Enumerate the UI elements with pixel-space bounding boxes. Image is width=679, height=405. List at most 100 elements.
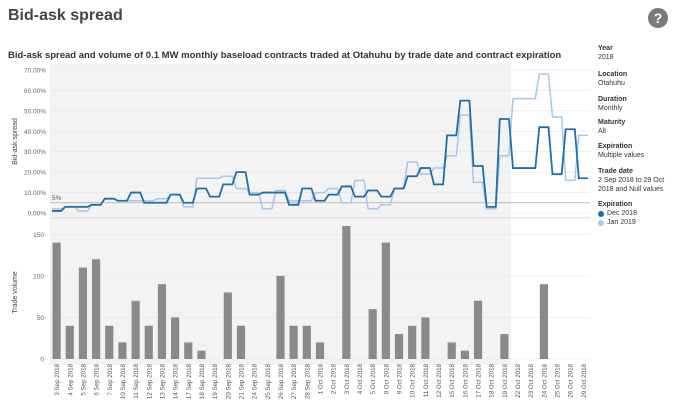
bar (184, 342, 193, 359)
legend-swatch (598, 210, 604, 217)
x-tick-label: 25 Sep 2018 (265, 363, 272, 399)
x-tick-label: 22 Oct 2018 (515, 363, 522, 397)
bar (171, 317, 180, 359)
y-tick-label: 150 (33, 232, 44, 239)
legend-label: Jan 2019 (607, 219, 636, 226)
bar (447, 342, 456, 359)
bar (118, 342, 127, 359)
question-circle-icon[interactable]: ? (648, 8, 668, 28)
x-tick-label: 14 Sep 2018 (173, 363, 180, 399)
legend-label: Dec 2018 (607, 210, 637, 217)
y-tick-label: 0.00% (28, 211, 47, 218)
x-tick-label: 8 Oct 2018 (383, 363, 390, 394)
filter-label: Location (598, 71, 628, 78)
filter-value: 2 Sep 2018 to 29 Oct 2018 and Null value… (598, 177, 665, 193)
bar (302, 325, 311, 359)
x-tick-label: 13 Sep 2018 (159, 363, 166, 399)
x-tick-label: 7 Sep 2018 (107, 363, 114, 395)
bar (197, 350, 206, 359)
filter-value: Multiple values (598, 152, 645, 159)
filter-label: Trade date (598, 168, 634, 175)
bar (78, 267, 88, 359)
chart-title: Bid-ask spread and volume of 0.1 MW mont… (8, 50, 562, 61)
y-tick-label: 20.00% (24, 170, 46, 177)
bar (105, 325, 114, 359)
legend: Expiration Dec 2018 Jan 2019 (598, 200, 637, 227)
x-tick-label: 26 Sep 2018 (278, 363, 285, 399)
x-tick-label: 25 Oct 2018 (555, 363, 562, 397)
x-tick-label: 29 Oct 2018 (581, 363, 588, 397)
filter-label: Year (598, 45, 613, 52)
bar (289, 325, 298, 359)
bar (157, 284, 167, 359)
x-tick-label: 26 Oct 2018 (568, 363, 575, 397)
y-axis-title: Trade volume (12, 271, 19, 314)
filter-duration: Duration Monthly (598, 95, 673, 113)
filter-label: Expiration (598, 143, 633, 150)
filter-expiration: Expiration Multiple values (598, 142, 673, 160)
x-tick-label: 15 Oct 2018 (449, 363, 456, 397)
bar (315, 342, 325, 359)
x-tick-label: 17 Oct 2018 (476, 363, 483, 397)
bar (236, 325, 246, 359)
filter-maturity: Maturity All (598, 118, 673, 136)
x-tick-label: 19 Oct 2018 (502, 363, 509, 397)
x-tick-label: 12 Oct 2018 (436, 363, 443, 397)
bar (368, 309, 377, 359)
x-tick-label: 1 Oct 2018 (318, 363, 325, 394)
x-tick-label: 17 Sep 2018 (186, 363, 193, 399)
y-tick-label: 10.00% (24, 190, 46, 197)
bar (276, 275, 285, 359)
y-tick-label: 70.00% (24, 68, 46, 75)
bar (223, 292, 232, 359)
bar (52, 242, 61, 359)
x-tick-label: 24 Sep 2018 (252, 363, 259, 399)
y-tick-label: 30.00% (24, 149, 46, 156)
x-tick-label: 11 Sep 2018 (133, 363, 140, 398)
legend-title: Expiration (598, 201, 633, 208)
x-tick-label: 27 Sep 2018 (291, 363, 298, 399)
x-tick-label: 5 Oct 2018 (370, 363, 377, 394)
x-tick-label: 18 Sep 2018 (199, 363, 206, 399)
x-tick-label: 19 Sep 2018 (212, 363, 219, 399)
filter-value: Monthly (598, 105, 623, 112)
x-tick-label: 4 Oct 2018 (357, 363, 364, 394)
chart-svg: 0.00% 10.00% 20.00% 30.00% 40.00% 50.00% 60.00… (12, 64, 590, 399)
x-tick-label: 10 Sep 2018 (120, 363, 127, 399)
bar (421, 317, 430, 359)
y-tick-label: 50.00% (24, 108, 46, 115)
bar (500, 334, 509, 359)
y-tick-label: 50 (37, 315, 45, 322)
bar (131, 300, 140, 359)
bar (394, 334, 404, 359)
y-tick-label: 100 (33, 273, 44, 280)
series-line-dec-2018 (52, 99, 588, 212)
filter-label: Duration (598, 96, 627, 103)
legend-item[interactable]: Jan 2019 (598, 218, 637, 227)
bar (144, 325, 153, 359)
bar (381, 242, 390, 359)
filter-year: Year 2018 (598, 44, 673, 62)
x-tick-label: 3 Oct 2018 (344, 363, 351, 394)
x-tick-label: 23 Oct 2018 (528, 363, 535, 397)
legend-item[interactable]: Dec 2018 (598, 209, 637, 218)
bar (92, 259, 101, 359)
x-tick-label: 9 Oct 2018 (397, 363, 404, 394)
x-tick-label: 10 Oct 2018 (410, 363, 417, 397)
filter-label: Maturity (598, 119, 626, 126)
filter-value: 2018 (598, 54, 614, 61)
bar (65, 325, 74, 359)
x-tick-label: 18 Oct 2018 (489, 363, 496, 397)
x-tick-label: 4 Sep 2018 (67, 363, 74, 395)
bar (342, 226, 351, 359)
y-tick-label: 0 (40, 357, 44, 364)
filter-location: Location Otahuhu (598, 70, 673, 88)
page-title: Bid-ask spread (8, 7, 123, 24)
y-tick-label: 40.00% (24, 129, 46, 136)
x-tick-label: 5 Sep 2018 (80, 363, 87, 395)
filter-value: All (598, 128, 606, 135)
x-tick-label: 11 Oct 2018 (423, 363, 430, 397)
bar (460, 350, 469, 359)
x-tick-label: 16 Oct 2018 (462, 363, 469, 397)
bar (408, 325, 417, 359)
